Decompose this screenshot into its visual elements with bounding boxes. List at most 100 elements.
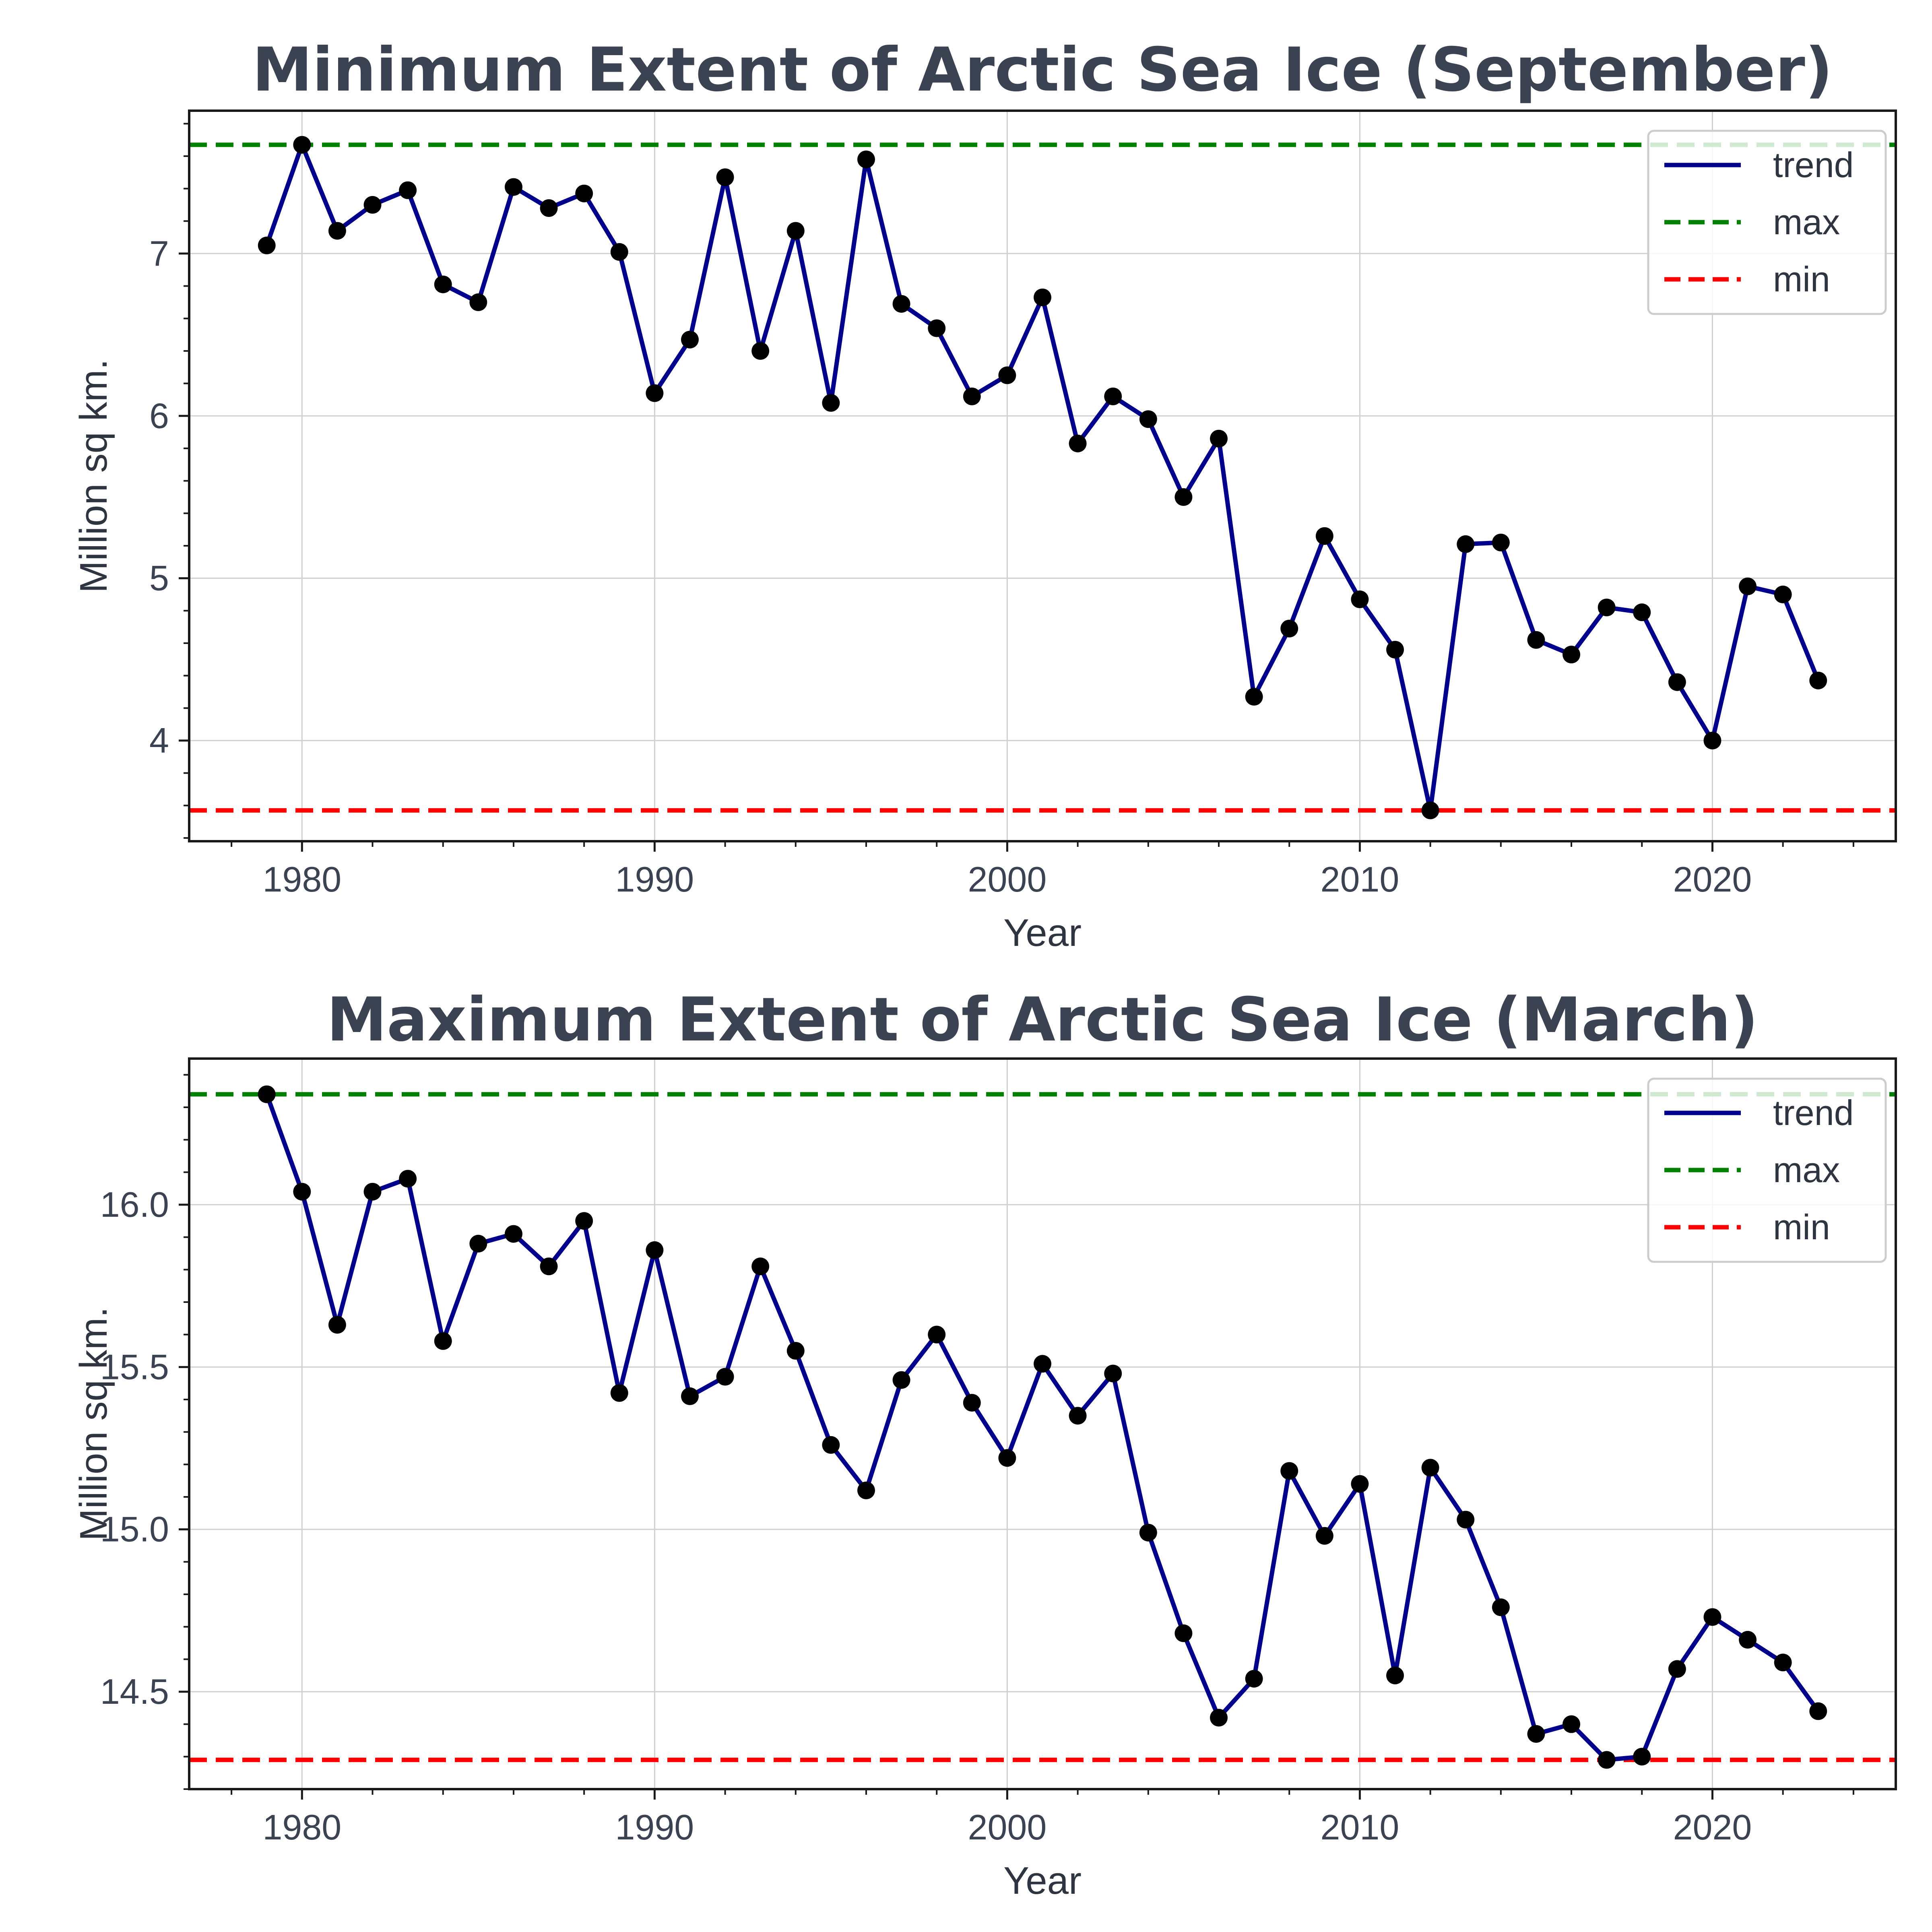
reference-lines [189,142,1896,813]
data-point [716,168,734,186]
data-point [786,222,805,240]
data-point [293,136,311,154]
legend-label-trend: trend [1773,145,1854,185]
data-point [857,1481,875,1499]
data-point [1280,1462,1298,1480]
legend-label-max: max [1773,1150,1840,1190]
axes: 1980 1990 2000 2010 2020 14.5 15.0 15.5 16.0 [100,1057,1897,1847]
data-point [1633,1748,1651,1766]
data-point [575,184,593,202]
data-point [399,181,417,199]
data-point [399,1170,417,1188]
x-tick-label: 2020 [1673,859,1752,899]
y-tick-label: 14.5 [100,1672,169,1711]
data-point [681,330,699,349]
grid-lines [189,111,1896,841]
legend-box [1647,130,1887,315]
y-tick-label: 16.0 [100,1185,169,1224]
data-point [1457,1511,1475,1529]
data-point [1069,1407,1087,1425]
data-point [928,319,946,337]
data-point [1421,801,1439,819]
data-point [258,236,276,254]
data-point [1457,535,1475,553]
x-tick-label: 2010 [1321,1807,1399,1847]
data-point [1104,1364,1122,1383]
data-point [1739,577,1757,595]
y-axis-label: Million sq km. [72,359,115,593]
x-tick-label: 2000 [968,859,1047,899]
data-point [1703,731,1721,749]
data-point [469,293,487,311]
data-point [1174,1624,1193,1642]
legend-label-trend: trend [1773,1093,1854,1133]
axes-frame [188,1057,1897,1790]
trend-series [258,136,1827,819]
legend: trend max min [1647,1077,1887,1263]
legend: trend max min [1647,130,1887,315]
data-point [1774,585,1792,603]
x-axis-label: Year [1003,1859,1082,1902]
y-tick-label: 7 [149,233,169,273]
trend-series [258,1085,1827,1769]
legend-label-min: min [1773,259,1830,299]
data-point [646,1241,664,1259]
data-point [1668,673,1686,691]
data-point [1351,590,1369,609]
data-point [998,1449,1016,1467]
data-point [328,222,346,240]
data-point [1210,1709,1228,1727]
data-point [1386,641,1404,659]
data-point [1034,1355,1051,1373]
data-point [1492,533,1510,551]
data-point [1351,1475,1369,1493]
data-point [1315,1527,1333,1545]
y-axis-label: Million sq km. [72,1307,115,1541]
legend-box [1647,1077,1887,1263]
data-point [751,1257,770,1276]
data-point [1527,1725,1545,1743]
y-tick-label: 5 [149,558,169,598]
y-tick-label: 6 [149,396,169,436]
data-point [1633,603,1651,621]
data-point [786,1342,805,1360]
data-point [646,384,664,402]
data-point [363,1183,382,1201]
data-point [822,394,840,412]
legend-label-min: min [1773,1207,1830,1247]
data-point [1421,1459,1439,1477]
x-tick-label: 2010 [1321,859,1399,899]
x-tick-label: 2020 [1673,1807,1752,1847]
data-point [434,275,452,293]
data-point [1280,619,1298,638]
data-point [1598,599,1616,617]
chart-title: Maximum Extent of Arctic Sea Ice (March) [327,985,1759,1055]
data-point [1809,671,1827,689]
x-tick-label: 1980 [262,859,341,899]
data-point [1703,1608,1721,1626]
data-point [575,1212,593,1230]
x-tick-label: 1980 [262,1807,341,1847]
data-point [1739,1631,1757,1649]
y-tick-label: 15.5 [100,1347,169,1387]
x-tick-label: 1990 [615,1807,694,1847]
data-point [1069,434,1087,452]
data-point [1492,1598,1510,1616]
data-point [1598,1751,1616,1769]
data-point [751,342,770,360]
data-point [857,151,875,168]
data-point [469,1234,487,1253]
data-point [681,1387,699,1405]
data-point [1386,1666,1404,1684]
data-point [540,1257,558,1276]
data-point [998,366,1016,384]
data-point [258,1085,276,1103]
x-tick-label: 1990 [615,859,694,899]
x-axis-label: Year [1003,911,1082,954]
x-tick-label: 2000 [968,1807,1047,1847]
data-point [963,1394,981,1412]
data-point [540,199,558,217]
data-point [928,1325,946,1344]
data-point [1668,1660,1686,1678]
